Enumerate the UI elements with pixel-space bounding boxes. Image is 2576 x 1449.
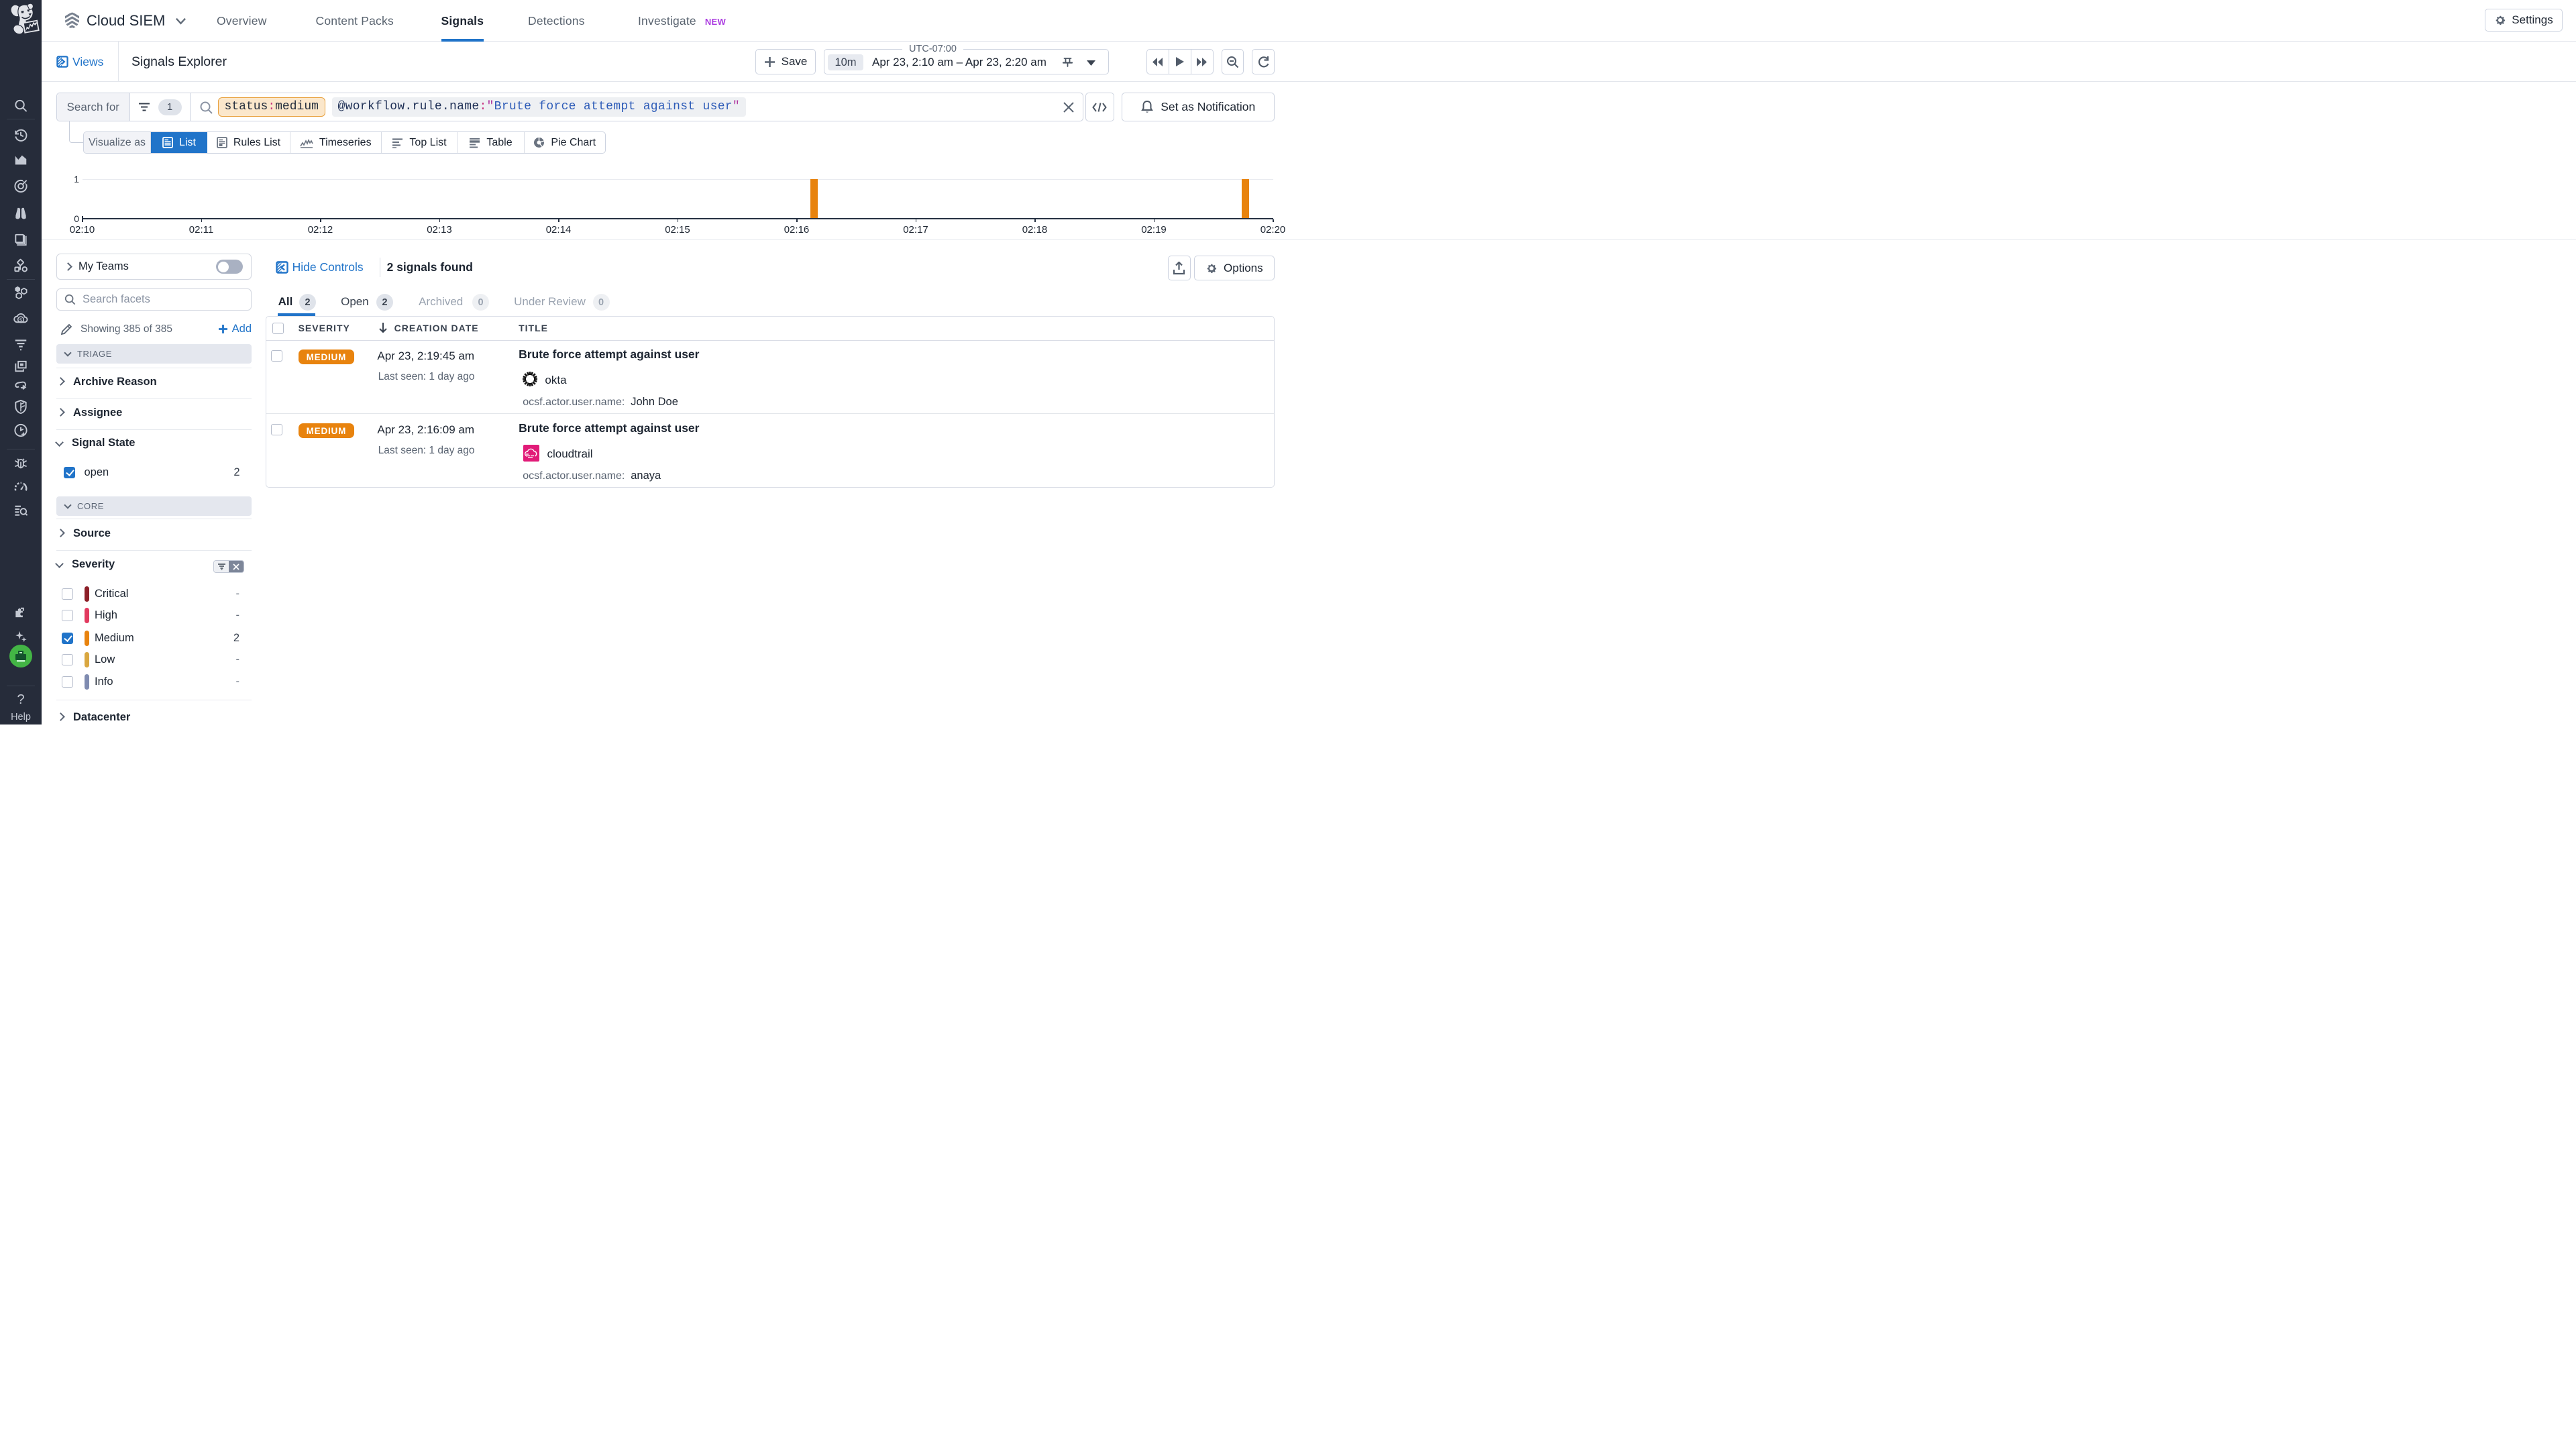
svg-text:$: $ <box>19 317 23 323</box>
